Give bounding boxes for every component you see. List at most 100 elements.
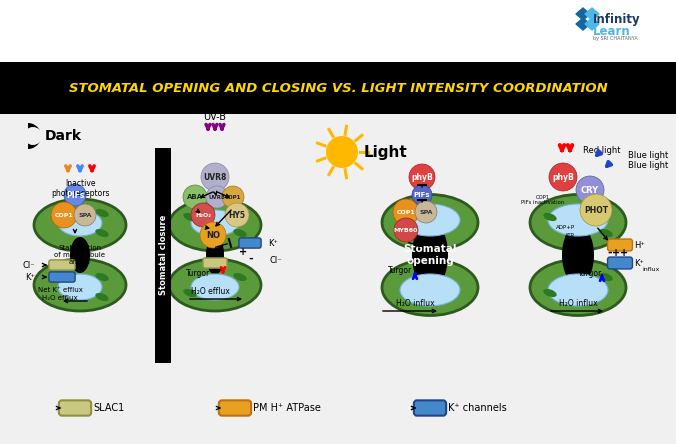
Ellipse shape	[233, 229, 247, 237]
Ellipse shape	[544, 213, 556, 221]
Circle shape	[326, 136, 358, 168]
Polygon shape	[585, 18, 599, 30]
Text: SPA: SPA	[78, 213, 92, 218]
Text: UV-B: UV-B	[203, 112, 226, 122]
Circle shape	[394, 218, 418, 242]
FancyBboxPatch shape	[59, 400, 91, 416]
Ellipse shape	[70, 237, 90, 273]
Text: K⁺ channels: K⁺ channels	[448, 403, 507, 413]
Ellipse shape	[600, 273, 612, 281]
Circle shape	[201, 163, 229, 191]
Text: H₂O influx: H₂O influx	[558, 298, 598, 308]
Ellipse shape	[548, 204, 608, 236]
Text: NO: NO	[206, 230, 220, 239]
Bar	[0, 62, 676, 114]
FancyBboxPatch shape	[608, 257, 633, 269]
Text: K⁺: K⁺	[25, 273, 35, 281]
Text: phyB: phyB	[411, 173, 433, 182]
Text: ABA: ABA	[187, 194, 203, 200]
Ellipse shape	[400, 274, 460, 306]
Text: H₂O efflux: H₂O efflux	[42, 295, 78, 301]
Text: +: +	[612, 248, 620, 258]
Ellipse shape	[400, 204, 460, 236]
Text: UVR8: UVR8	[209, 194, 225, 199]
FancyBboxPatch shape	[49, 260, 75, 270]
Ellipse shape	[183, 213, 197, 221]
Text: MYB60: MYB60	[394, 227, 418, 233]
Text: Turgor: Turgor	[388, 266, 412, 274]
Polygon shape	[576, 8, 590, 20]
FancyBboxPatch shape	[239, 238, 261, 248]
Text: phyB: phyB	[552, 173, 574, 182]
Circle shape	[222, 186, 244, 208]
Ellipse shape	[34, 199, 126, 251]
Text: PIFs: PIFs	[66, 190, 84, 199]
Text: +: +	[239, 247, 247, 257]
Ellipse shape	[191, 274, 239, 300]
Bar	[0, 114, 676, 444]
Ellipse shape	[169, 259, 261, 311]
FancyBboxPatch shape	[414, 400, 446, 416]
Circle shape	[206, 186, 228, 208]
Text: HY5: HY5	[228, 210, 245, 219]
Ellipse shape	[530, 259, 626, 316]
Ellipse shape	[548, 274, 608, 306]
Text: Light: Light	[364, 144, 408, 159]
Ellipse shape	[58, 274, 102, 300]
Text: CRY: CRY	[581, 186, 599, 194]
Ellipse shape	[206, 235, 224, 275]
Wedge shape	[28, 123, 41, 149]
Polygon shape	[576, 18, 590, 30]
Text: COP1: COP1	[397, 210, 415, 214]
Text: Stomatal closure: Stomatal closure	[158, 215, 168, 295]
Circle shape	[200, 222, 226, 248]
Text: STOMATAL OPENING AND CLOSING VS. LIGHT INTENSITY COORDINATION: STOMATAL OPENING AND CLOSING VS. LIGHT I…	[69, 82, 607, 95]
FancyBboxPatch shape	[203, 258, 227, 268]
Text: H₂O influx: H₂O influx	[395, 298, 434, 308]
Text: by SRI CHAITANYA: by SRI CHAITANYA	[593, 36, 637, 41]
Ellipse shape	[233, 273, 247, 281]
Text: PM H⁺ ATPase: PM H⁺ ATPase	[253, 403, 321, 413]
Ellipse shape	[95, 293, 109, 301]
Circle shape	[580, 194, 612, 226]
Ellipse shape	[544, 289, 556, 297]
Circle shape	[24, 127, 42, 145]
Text: Cl⁻: Cl⁻	[22, 261, 35, 270]
Circle shape	[549, 163, 577, 191]
Circle shape	[415, 201, 437, 223]
Text: Blue light: Blue light	[628, 151, 669, 159]
Ellipse shape	[412, 220, 448, 290]
Text: H₂O efflux: H₂O efflux	[191, 286, 229, 296]
Text: Red light: Red light	[583, 146, 621, 155]
Text: COP1
PIFs inactivation: COP1 PIFs inactivation	[521, 194, 564, 206]
Circle shape	[576, 176, 604, 204]
Text: UVR8: UVR8	[203, 173, 226, 182]
Ellipse shape	[34, 259, 126, 311]
FancyBboxPatch shape	[49, 272, 75, 282]
Text: -: -	[249, 254, 254, 264]
Circle shape	[225, 203, 249, 227]
Text: ATP: ATP	[565, 233, 575, 238]
Text: K⁺: K⁺	[634, 258, 644, 267]
Text: ADP+P: ADP+P	[556, 225, 576, 230]
Text: H⁺: H⁺	[634, 241, 645, 250]
Circle shape	[191, 203, 215, 227]
Text: PIFs: PIFs	[414, 192, 431, 198]
Circle shape	[393, 199, 419, 225]
Ellipse shape	[382, 259, 478, 316]
Text: Blue light: Blue light	[628, 160, 669, 170]
Text: SPA: SPA	[419, 210, 433, 214]
Text: SLAC1: SLAC1	[93, 403, 124, 413]
Ellipse shape	[183, 289, 197, 297]
Ellipse shape	[95, 273, 109, 281]
Circle shape	[74, 204, 96, 226]
Text: Cl⁻: Cl⁻	[269, 255, 282, 265]
Ellipse shape	[191, 210, 239, 236]
Text: influx: influx	[642, 266, 659, 271]
Text: COP1: COP1	[225, 194, 241, 199]
Ellipse shape	[562, 225, 594, 285]
FancyBboxPatch shape	[219, 400, 251, 416]
Text: Turgor: Turgor	[186, 269, 210, 278]
Text: -: -	[608, 248, 612, 258]
Text: Stomatal
opening: Stomatal opening	[404, 244, 457, 266]
